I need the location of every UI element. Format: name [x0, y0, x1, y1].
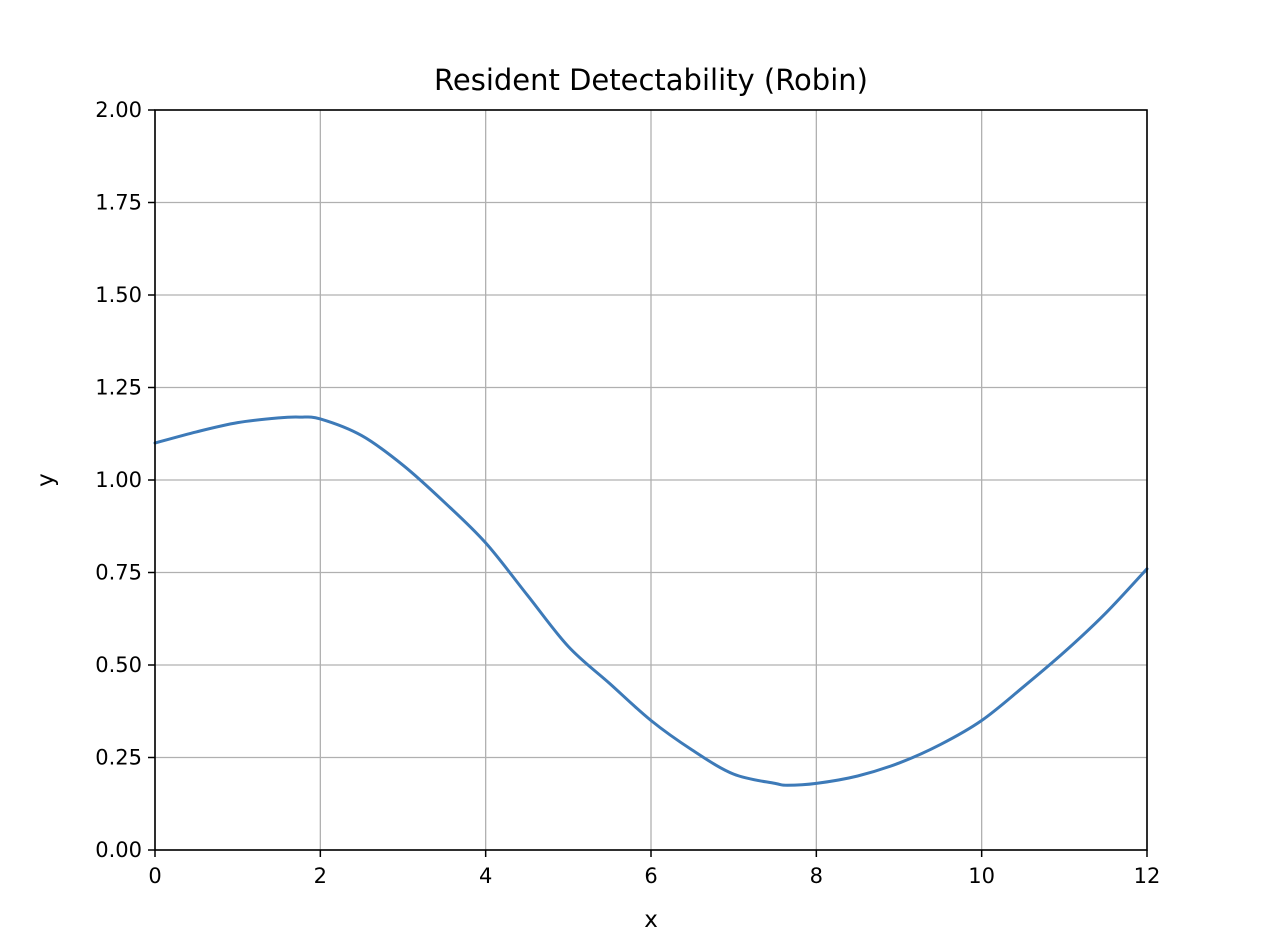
y-tick-label: 1.00 [95, 468, 142, 492]
series-layer [153, 415, 1149, 787]
y-axis: 0.00 0.25 0.50 0.75 1.00 1.25 1.50 1.75 2.00 [95, 98, 155, 862]
x-tick-label: 12 [1134, 864, 1161, 888]
x-tick-label: 10 [968, 864, 995, 888]
x-tick-label: 2 [314, 864, 327, 888]
series-line [153, 415, 1149, 787]
x-tick-label: 6 [644, 864, 657, 888]
y-tick-label: 0.25 [95, 746, 142, 770]
y-tick-label: 0.00 [95, 838, 142, 862]
y-tick-label: 1.50 [95, 283, 142, 307]
x-axis-label: x [644, 907, 658, 933]
y-tick-label: 0.50 [95, 653, 142, 677]
y-tick-label: 1.25 [95, 376, 142, 400]
y-tick-label: 2.00 [95, 98, 142, 122]
x-tick-label: 0 [148, 864, 161, 888]
y-tick-label: 1.75 [95, 191, 142, 215]
chart-title: Resident Detectability (Robin) [434, 63, 868, 97]
y-tick-label: 0.75 [95, 561, 142, 585]
x-tick-label: 4 [479, 864, 492, 888]
x-tick-label: 8 [810, 864, 823, 888]
y-axis-label: y [33, 473, 59, 487]
x-axis: 0 2 4 6 8 10 12 [148, 850, 1160, 888]
